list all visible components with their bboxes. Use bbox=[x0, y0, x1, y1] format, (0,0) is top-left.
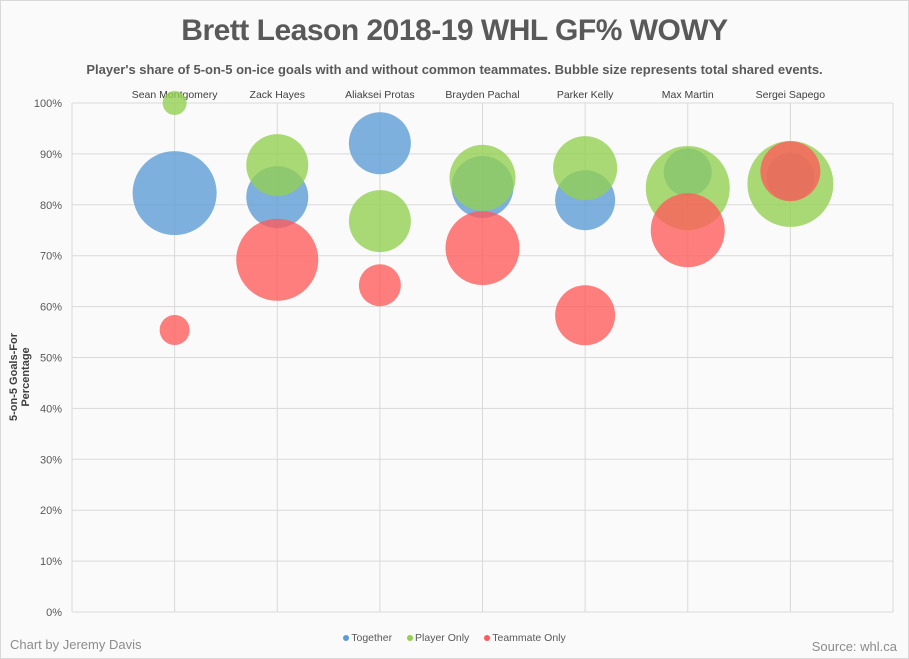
y-tick-label: 60% bbox=[40, 302, 62, 314]
y-tick-label: 30% bbox=[40, 454, 62, 466]
y-tick-label: 20% bbox=[40, 505, 62, 517]
bubble-player-only bbox=[246, 134, 309, 197]
category-label: Zack Hayes bbox=[250, 89, 305, 101]
legend-label: Teammate Only bbox=[492, 632, 566, 644]
chart-credit: Chart by Jeremy Davis bbox=[10, 637, 142, 652]
bubble-player-only bbox=[553, 136, 618, 201]
y-tick-label: 50% bbox=[40, 353, 62, 365]
bubble-teammate-only bbox=[760, 141, 821, 202]
legend-marker-together bbox=[343, 635, 350, 642]
bubble-player-only bbox=[449, 144, 516, 211]
category-label: Brayden Pachal bbox=[445, 89, 519, 101]
y-tick-label: 10% bbox=[40, 556, 62, 568]
legend-marker-teammate-only bbox=[484, 635, 491, 642]
chart-title: Brett Leason 2018-19 WHL GF% WOWY bbox=[181, 14, 728, 47]
bubble-teammate-only bbox=[236, 218, 319, 301]
category-label: Sergei Sapego bbox=[756, 89, 826, 101]
bubble-player-only bbox=[162, 91, 187, 115]
bubble-player-only bbox=[348, 190, 411, 253]
y-tick-label: 0% bbox=[46, 607, 62, 619]
legend-label: Together bbox=[351, 632, 393, 644]
legend-item-teammate-only: Teammate Only bbox=[484, 632, 566, 644]
bubble-teammate-only bbox=[445, 211, 520, 286]
category-label: Max Martin bbox=[662, 89, 714, 101]
bubble-teammate-only bbox=[358, 264, 401, 307]
y-tick-label: 100% bbox=[34, 98, 62, 110]
legend: Together Player Only Teammate Only bbox=[0, 632, 909, 644]
bubble-teammate-only bbox=[555, 285, 616, 346]
legend-marker-player-only bbox=[407, 635, 414, 642]
y-tick-label: 90% bbox=[40, 149, 62, 161]
legend-item-together: Together bbox=[343, 632, 392, 644]
bubble-together bbox=[348, 112, 411, 175]
category-label: Parker Kelly bbox=[557, 89, 614, 101]
y-tick-label: 40% bbox=[40, 403, 62, 415]
bubble-teammate-only bbox=[159, 315, 190, 346]
bubble-together bbox=[132, 151, 217, 236]
bubble-teammate-only bbox=[650, 193, 725, 268]
legend-label: Player Only bbox=[415, 632, 470, 644]
legend-item-player-only: Player Only bbox=[407, 632, 469, 644]
chart-subtitle: Player's share of 5-on-5 on-ice goals wi… bbox=[86, 62, 823, 77]
category-label: Aliaksei Protas bbox=[345, 89, 414, 101]
y-tick-label: 80% bbox=[40, 200, 62, 212]
chart-source: Source: whl.ca bbox=[811, 639, 897, 654]
y-tick-label: 70% bbox=[40, 251, 62, 263]
